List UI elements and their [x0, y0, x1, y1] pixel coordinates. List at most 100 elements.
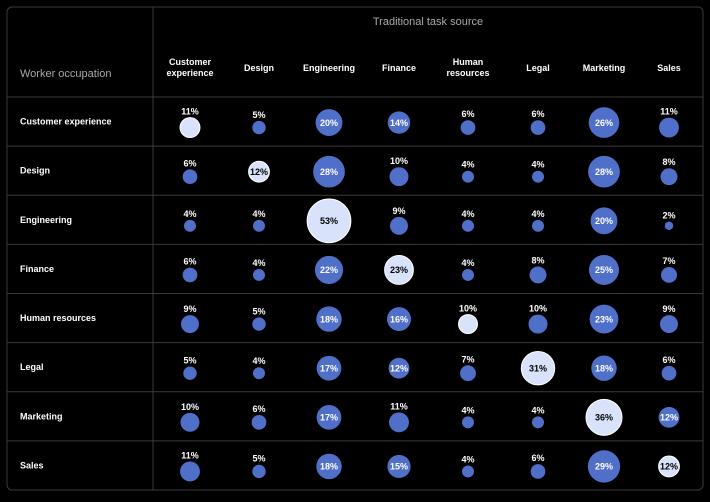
bubble: [460, 120, 476, 135]
bubble-value-label: 11%: [660, 107, 678, 117]
bubble: [316, 404, 342, 430]
column-header: Design: [244, 63, 274, 73]
bubble-value-label: 10%: [181, 402, 199, 412]
bubble: [462, 465, 474, 478]
bubble-value-label: 4%: [252, 356, 265, 366]
bubble: [387, 111, 411, 134]
column-header: Marketing: [583, 63, 626, 73]
bubble-value-label: 5%: [252, 454, 265, 464]
bubble-value-label: 4%: [531, 209, 544, 219]
bubble: [664, 221, 674, 231]
bubble: [389, 412, 409, 433]
bubble: [183, 366, 197, 380]
bubble-value-label: 12%: [390, 363, 408, 373]
bubble: [388, 357, 410, 379]
row-label: Legal: [20, 362, 44, 372]
bubble-value-label: 12%: [250, 167, 268, 177]
bubble-value-label: 28%: [595, 167, 613, 177]
bubble: [248, 160, 270, 183]
bubble: [530, 464, 546, 479]
bubble: [180, 412, 200, 432]
bubble-value-label: 4%: [461, 405, 474, 415]
bubble-value-label: 11%: [181, 450, 199, 460]
bubble-value-label: 12%: [660, 413, 678, 423]
bubble: [314, 255, 344, 285]
bubble: [588, 155, 620, 188]
bubble-value-label: 10%: [459, 304, 477, 314]
column-header: Engineering: [303, 63, 355, 73]
column-header: Human: [453, 57, 484, 67]
bubble: [532, 219, 544, 232]
bubble-value-label: 20%: [320, 118, 338, 128]
bubble-value-label: 15%: [390, 462, 408, 472]
bubble: [252, 464, 266, 479]
row-label: Human resources: [20, 313, 96, 323]
bubble-value-label: 6%: [662, 355, 675, 365]
bubble: [179, 117, 201, 139]
bubble-value-label: 10%: [390, 156, 408, 166]
bubble: [661, 267, 677, 283]
column-header: Sales: [657, 63, 681, 73]
bubble-value-label: 22%: [320, 265, 338, 275]
bubble: [253, 367, 265, 380]
bubble: [252, 317, 266, 331]
bubble-value-label: 17%: [320, 413, 338, 423]
bubble: [387, 454, 411, 479]
column-group-title: Traditional task source: [373, 16, 483, 28]
bubble: [389, 167, 409, 187]
bubble-value-label: 10%: [529, 304, 547, 314]
row-label: Engineering: [20, 215, 72, 225]
bubble: [530, 120, 546, 135]
row-label: Marketing: [20, 411, 63, 421]
bubble: [520, 350, 556, 386]
bubble-value-label: 9%: [183, 304, 196, 314]
bubble-value-label: 23%: [390, 265, 408, 275]
bubble-value-label: 4%: [461, 160, 474, 170]
bubble-value-label: 20%: [595, 216, 613, 226]
bubble-value-label: 4%: [531, 160, 544, 170]
chart-panel-border: [6, 6, 704, 491]
bubble: [462, 416, 474, 429]
bubble-value-label: 18%: [595, 363, 613, 373]
bubble-value-label: 5%: [252, 110, 265, 120]
bubble: [387, 307, 411, 332]
bubble-value-label: 18%: [320, 462, 338, 472]
bubble: [184, 219, 196, 232]
bubble-value-label: 4%: [461, 454, 474, 464]
bubble: [306, 198, 352, 244]
bubble-value-label: 7%: [461, 354, 474, 364]
bubble: [591, 355, 617, 381]
bubble: [462, 170, 474, 183]
bubble: [532, 170, 544, 183]
bubble: [590, 207, 618, 235]
bubble-value-label: 7%: [662, 256, 675, 266]
bubble-value-label: 11%: [390, 401, 408, 411]
bubble: [458, 314, 478, 335]
bubble: [462, 219, 474, 232]
bubble: [532, 416, 544, 429]
bubble-value-label: 12%: [660, 462, 678, 472]
column-header: Finance: [382, 63, 416, 73]
bubble: [658, 406, 680, 428]
bubble: [252, 120, 266, 135]
bubble-value-label: 18%: [320, 314, 338, 324]
row-label: Sales: [20, 460, 44, 470]
bubble: [529, 266, 547, 284]
row-label: Customer experience: [20, 117, 112, 127]
bubble-value-label: 31%: [529, 363, 547, 373]
bubble-value-label: 5%: [252, 306, 265, 316]
row-label: Finance: [20, 264, 54, 274]
bubble: [384, 255, 414, 285]
bubble: [316, 306, 342, 332]
column-header: resources: [446, 68, 489, 78]
bubble-value-label: 9%: [392, 206, 405, 216]
bubble: [251, 414, 267, 430]
bubble-value-label: 2%: [662, 211, 675, 221]
bubble-value-label: 17%: [320, 363, 338, 373]
bubble-value-label: 25%: [595, 265, 613, 275]
bubble-value-label: 4%: [252, 258, 265, 268]
bubble: [462, 268, 474, 281]
bubble-value-label: 16%: [390, 314, 408, 324]
bubble: [313, 155, 345, 188]
bubble-value-label: 5%: [183, 355, 196, 365]
